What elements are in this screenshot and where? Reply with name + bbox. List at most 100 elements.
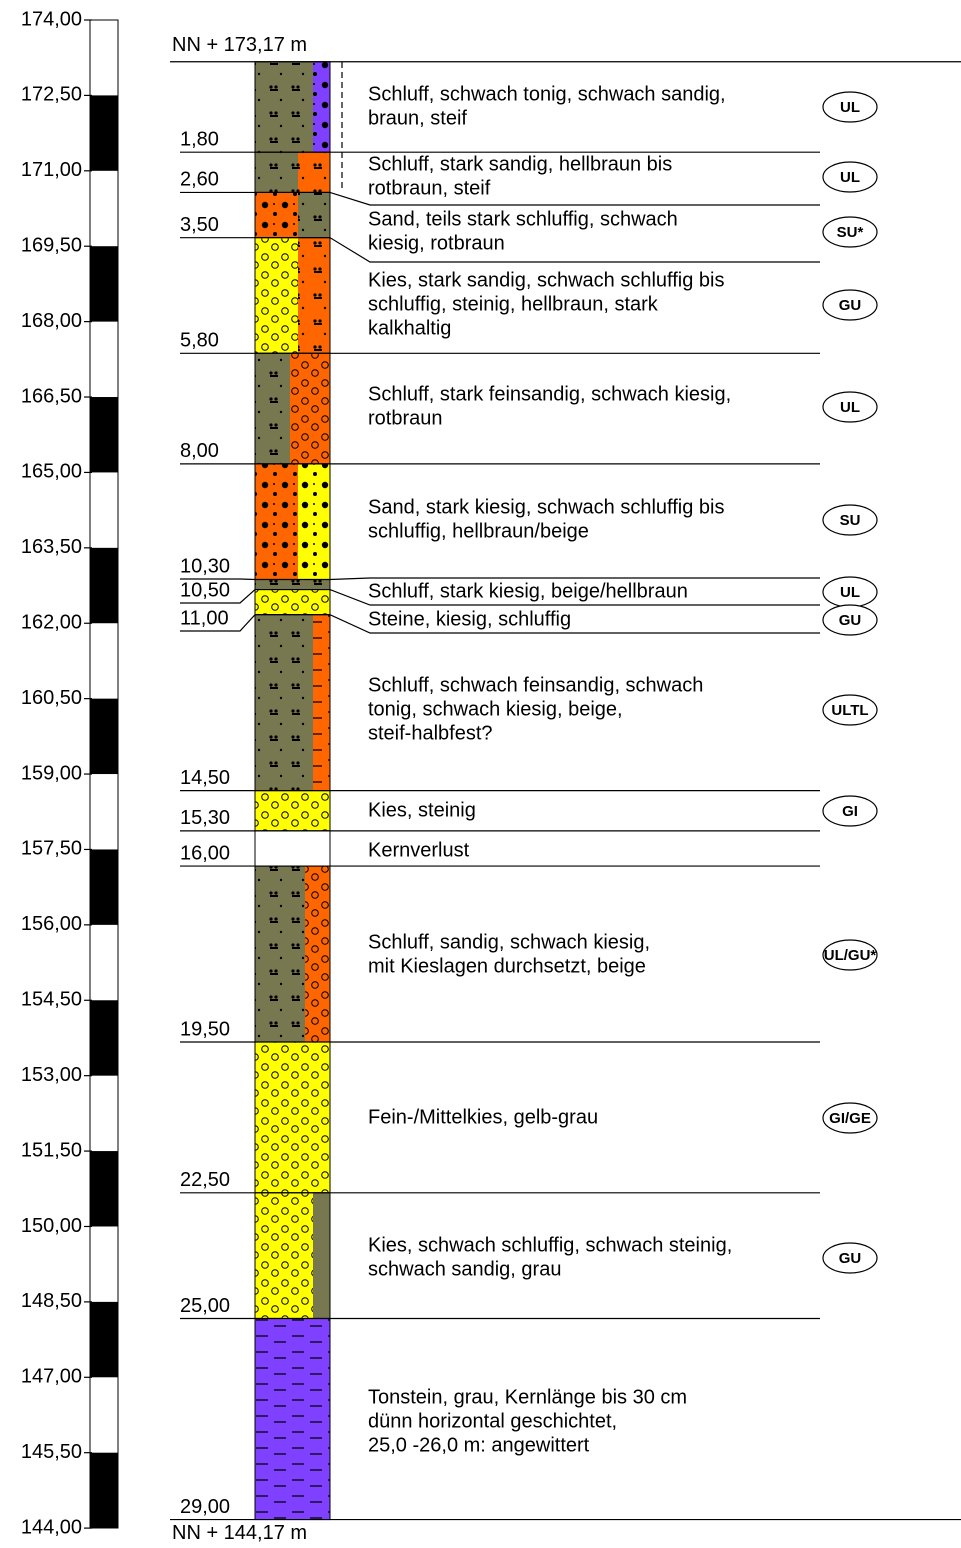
layer-pattern bbox=[298, 152, 330, 192]
depth-label: 2,60 bbox=[180, 169, 219, 191]
layer-pattern bbox=[255, 1193, 313, 1319]
description: kalkhaltig bbox=[368, 317, 451, 339]
description: Kies, stark sandig, schwach schluffig bi… bbox=[368, 269, 724, 291]
scale-segment bbox=[90, 1302, 118, 1377]
elevation-label: 172,50 bbox=[21, 84, 82, 106]
description: tonig, schwach kiesig, beige, bbox=[368, 698, 623, 720]
description: Sand, teils stark schluffig, schwach bbox=[368, 208, 678, 230]
description: Schluff, stark kiesig, beige/hellbraun bbox=[368, 580, 688, 602]
depth-label: 10,50 bbox=[180, 579, 230, 601]
layer-pattern bbox=[255, 192, 298, 237]
layer-pattern bbox=[255, 464, 298, 580]
layer-pattern bbox=[298, 192, 330, 237]
elevation-label: 150,00 bbox=[21, 1215, 82, 1237]
soil-symbol: UL bbox=[840, 169, 860, 186]
depth-label: 19,50 bbox=[180, 1018, 230, 1040]
depth-label: 25,00 bbox=[180, 1295, 230, 1317]
soil-symbol: GI bbox=[842, 803, 858, 820]
description: Schluff, schwach feinsandig, schwach bbox=[368, 674, 703, 696]
depth-label: 1,80 bbox=[180, 128, 219, 150]
elevation-label: 174,00 bbox=[21, 8, 82, 30]
elevation-label: 145,50 bbox=[21, 1441, 82, 1463]
elevation-label: 171,00 bbox=[21, 159, 82, 181]
elevation-label: 165,00 bbox=[21, 461, 82, 483]
layer-pattern bbox=[255, 590, 330, 615]
borehole-log: 174,00172,50171,00169,50168,00166,50165,… bbox=[0, 0, 961, 1548]
elevation-label: 157,50 bbox=[21, 838, 82, 860]
scale-segment bbox=[90, 246, 118, 321]
soil-symbol: GU bbox=[839, 612, 862, 629]
description: braun, steif bbox=[368, 107, 467, 129]
scale-segment bbox=[90, 1453, 118, 1528]
description: Schluff, sandig, schwach kiesig, bbox=[368, 931, 650, 953]
soil-symbol: ULTL bbox=[831, 702, 868, 719]
layer-pattern bbox=[255, 580, 330, 590]
layer-pattern bbox=[255, 152, 298, 192]
depth-label: 14,50 bbox=[180, 767, 230, 789]
description: Schluff, stark sandig, hellbraun bis bbox=[368, 153, 672, 175]
soil-symbol: SU* bbox=[837, 224, 864, 241]
layer-pattern bbox=[255, 791, 330, 831]
depth-label: 8,00 bbox=[180, 440, 219, 462]
description: 25,0 -26,0 m: angewittert bbox=[368, 1434, 590, 1456]
depth-label: 16,00 bbox=[180, 842, 230, 864]
layer-fill bbox=[255, 831, 330, 866]
description: Schluff, stark feinsandig, schwach kiesi… bbox=[368, 383, 731, 405]
ground-label: NN + 173,17 m bbox=[172, 34, 307, 56]
description: mit Kieslagen durchsetzt, beige bbox=[368, 955, 646, 977]
elevation-label: 153,00 bbox=[21, 1064, 82, 1086]
elevation-label: 147,00 bbox=[21, 1366, 82, 1388]
scale-segment bbox=[90, 1000, 118, 1075]
depth-label: 3,50 bbox=[180, 214, 219, 236]
scale-segment bbox=[90, 849, 118, 924]
depth-label: 22,50 bbox=[180, 1169, 230, 1191]
scale-segment bbox=[90, 699, 118, 774]
elevation-label: 159,00 bbox=[21, 762, 82, 784]
depth-label: 11,00 bbox=[180, 607, 229, 629]
soil-symbol: UL/GU* bbox=[824, 947, 877, 964]
layer-pattern bbox=[255, 353, 290, 464]
description: Kernverlust bbox=[368, 839, 470, 861]
soil-symbol: UL bbox=[840, 99, 860, 116]
layer-pattern bbox=[255, 1318, 330, 1519]
description: schwach sandig, grau bbox=[368, 1258, 561, 1280]
layer-pattern bbox=[313, 615, 330, 791]
description: rotbraun bbox=[368, 407, 443, 429]
layer-pattern bbox=[290, 353, 330, 464]
elevation-label: 154,50 bbox=[21, 989, 82, 1011]
elevation-label: 144,00 bbox=[21, 1516, 82, 1538]
layer-pattern bbox=[255, 238, 298, 354]
soil-symbol: GI/GE bbox=[829, 1110, 871, 1127]
elevation-label: 163,50 bbox=[21, 536, 82, 558]
elevation-label: 156,00 bbox=[21, 913, 82, 935]
elevation-label: 160,50 bbox=[21, 687, 82, 709]
base-label: NN + 144,17 m bbox=[172, 1522, 307, 1544]
scale-segment bbox=[90, 548, 118, 623]
soil-symbol: GU bbox=[839, 1250, 862, 1267]
depth-label: 5,80 bbox=[180, 330, 219, 352]
description: Tonstein, grau, Kernlänge bis 30 cm bbox=[368, 1386, 687, 1408]
elevation-label: 162,00 bbox=[21, 612, 82, 634]
layer-pattern bbox=[305, 866, 330, 1042]
description: kiesig, rotbraun bbox=[368, 232, 505, 254]
depth-label: 15,30 bbox=[180, 807, 230, 829]
description: Fein-/Mittelkies, gelb-grau bbox=[368, 1106, 598, 1128]
description: steif-halbfest? bbox=[368, 722, 493, 744]
scale-segment bbox=[90, 1151, 118, 1226]
soil-symbol: UL bbox=[840, 584, 860, 601]
soil-symbol: GU bbox=[839, 297, 862, 314]
description: schluffig, steinig, hellbraun, stark bbox=[368, 293, 659, 315]
description: Kies, steinig bbox=[368, 799, 476, 821]
layer-pattern bbox=[298, 464, 330, 580]
layer-pattern bbox=[298, 238, 330, 354]
scale-segment bbox=[90, 95, 118, 170]
layer-pattern bbox=[313, 62, 330, 152]
description: dünn horizontal geschichtet, bbox=[368, 1410, 617, 1432]
layer-pattern bbox=[255, 1042, 330, 1193]
elevation-label: 169,50 bbox=[21, 234, 82, 256]
elevation-label: 168,00 bbox=[21, 310, 82, 332]
soil-symbol: UL bbox=[840, 399, 860, 416]
description: schluffig, hellbraun/beige bbox=[368, 520, 589, 542]
elevation-label: 151,50 bbox=[21, 1139, 82, 1161]
description: rotbraun, steif bbox=[368, 177, 491, 199]
